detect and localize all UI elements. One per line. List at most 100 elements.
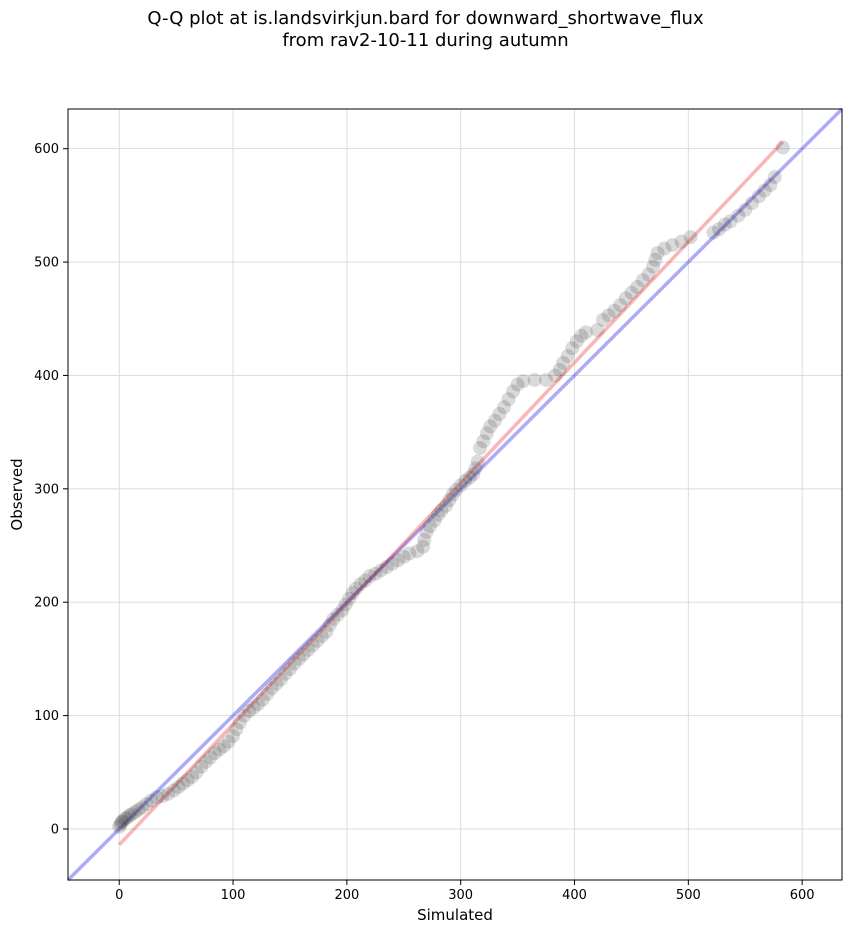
data-point <box>221 734 236 749</box>
data-point <box>683 230 698 245</box>
data-point <box>569 334 584 349</box>
data-point <box>241 704 256 719</box>
data-point <box>161 786 176 801</box>
data-point <box>301 642 316 657</box>
x-tick-label: 500 <box>676 888 701 903</box>
data-point <box>335 603 350 618</box>
grid-lines <box>68 109 842 880</box>
data-point <box>269 676 284 691</box>
data-point <box>487 413 502 428</box>
data-point <box>342 591 357 606</box>
data-point <box>607 303 622 318</box>
y-tick-label: 0 <box>51 822 59 837</box>
data-point <box>296 647 311 662</box>
x-tick-label: 600 <box>790 888 815 903</box>
data-point <box>278 666 293 681</box>
data-point <box>232 715 247 730</box>
data-point <box>353 577 368 592</box>
data-point <box>635 273 650 288</box>
data-point <box>124 807 139 822</box>
data-point <box>422 519 437 534</box>
y-tick-label: 600 <box>34 142 59 157</box>
data-point <box>260 687 275 702</box>
data-point <box>189 765 204 780</box>
data-point <box>453 478 468 493</box>
data-point <box>479 426 494 441</box>
data-point <box>731 208 746 223</box>
chart-title: Q-Q plot at is.landsvirkjun.bard for dow… <box>0 8 851 52</box>
data-point <box>449 482 464 497</box>
data-point <box>466 467 481 482</box>
data-point <box>438 498 453 513</box>
chart-title-line-2: from rav2-10-11 during autumn <box>282 30 569 51</box>
data-point <box>630 280 645 295</box>
data-point <box>442 493 457 508</box>
data-point <box>717 217 732 232</box>
data-point <box>646 259 661 274</box>
y-tick-label: 200 <box>34 596 59 611</box>
data-point <box>578 325 593 340</box>
data-point <box>149 790 164 805</box>
data-point <box>539 372 554 387</box>
data-point <box>548 368 563 383</box>
data-point <box>194 759 209 774</box>
data-point <box>139 797 154 812</box>
data-point <box>166 783 181 798</box>
data-point <box>255 692 270 707</box>
y-tick-label: 500 <box>34 256 59 271</box>
data-point <box>468 461 483 476</box>
data-point <box>115 814 130 829</box>
data-point <box>501 392 516 407</box>
data-point <box>416 539 431 554</box>
data-point <box>458 473 473 488</box>
data-point <box>310 633 325 648</box>
data-point <box>212 742 227 757</box>
data-point <box>120 810 135 825</box>
data-point <box>207 746 222 761</box>
x-tick-label: 100 <box>221 888 246 903</box>
data-point <box>417 532 432 547</box>
data-point <box>613 298 628 313</box>
data-point <box>552 362 567 377</box>
data-point <box>757 183 772 198</box>
data-point <box>574 328 589 343</box>
data-point <box>462 470 477 485</box>
x-tick-label: 0 <box>115 888 123 903</box>
data-point <box>180 773 195 788</box>
data-point <box>171 780 186 795</box>
data-point <box>706 225 721 240</box>
reference-lines <box>66 107 844 882</box>
data-point <box>556 355 571 370</box>
data-point <box>319 624 334 639</box>
data-point <box>305 638 320 653</box>
data-point <box>114 815 129 830</box>
data-point <box>427 513 442 528</box>
y-tick-label: 400 <box>34 369 59 384</box>
data-point <box>131 802 146 817</box>
data-point <box>128 804 143 819</box>
data-point <box>674 234 689 249</box>
data-point <box>641 267 656 282</box>
data-point <box>565 341 580 356</box>
data-point <box>657 241 672 256</box>
data-point <box>510 377 525 392</box>
data-point <box>402 546 417 561</box>
data-point <box>396 549 411 564</box>
x-tick-label: 200 <box>334 888 359 903</box>
data-point <box>185 769 200 784</box>
data-point <box>368 566 383 581</box>
data-point <box>322 617 337 632</box>
data-point <box>358 573 373 588</box>
data-point <box>590 323 605 338</box>
data-point <box>601 308 616 323</box>
identity-line <box>66 107 844 882</box>
data-point <box>483 419 498 434</box>
data-point <box>144 793 159 808</box>
data-point <box>226 729 241 744</box>
data-point <box>595 312 610 327</box>
data-point <box>379 560 394 575</box>
data-point <box>292 651 307 666</box>
data-point <box>198 755 213 770</box>
data-point <box>122 808 137 823</box>
